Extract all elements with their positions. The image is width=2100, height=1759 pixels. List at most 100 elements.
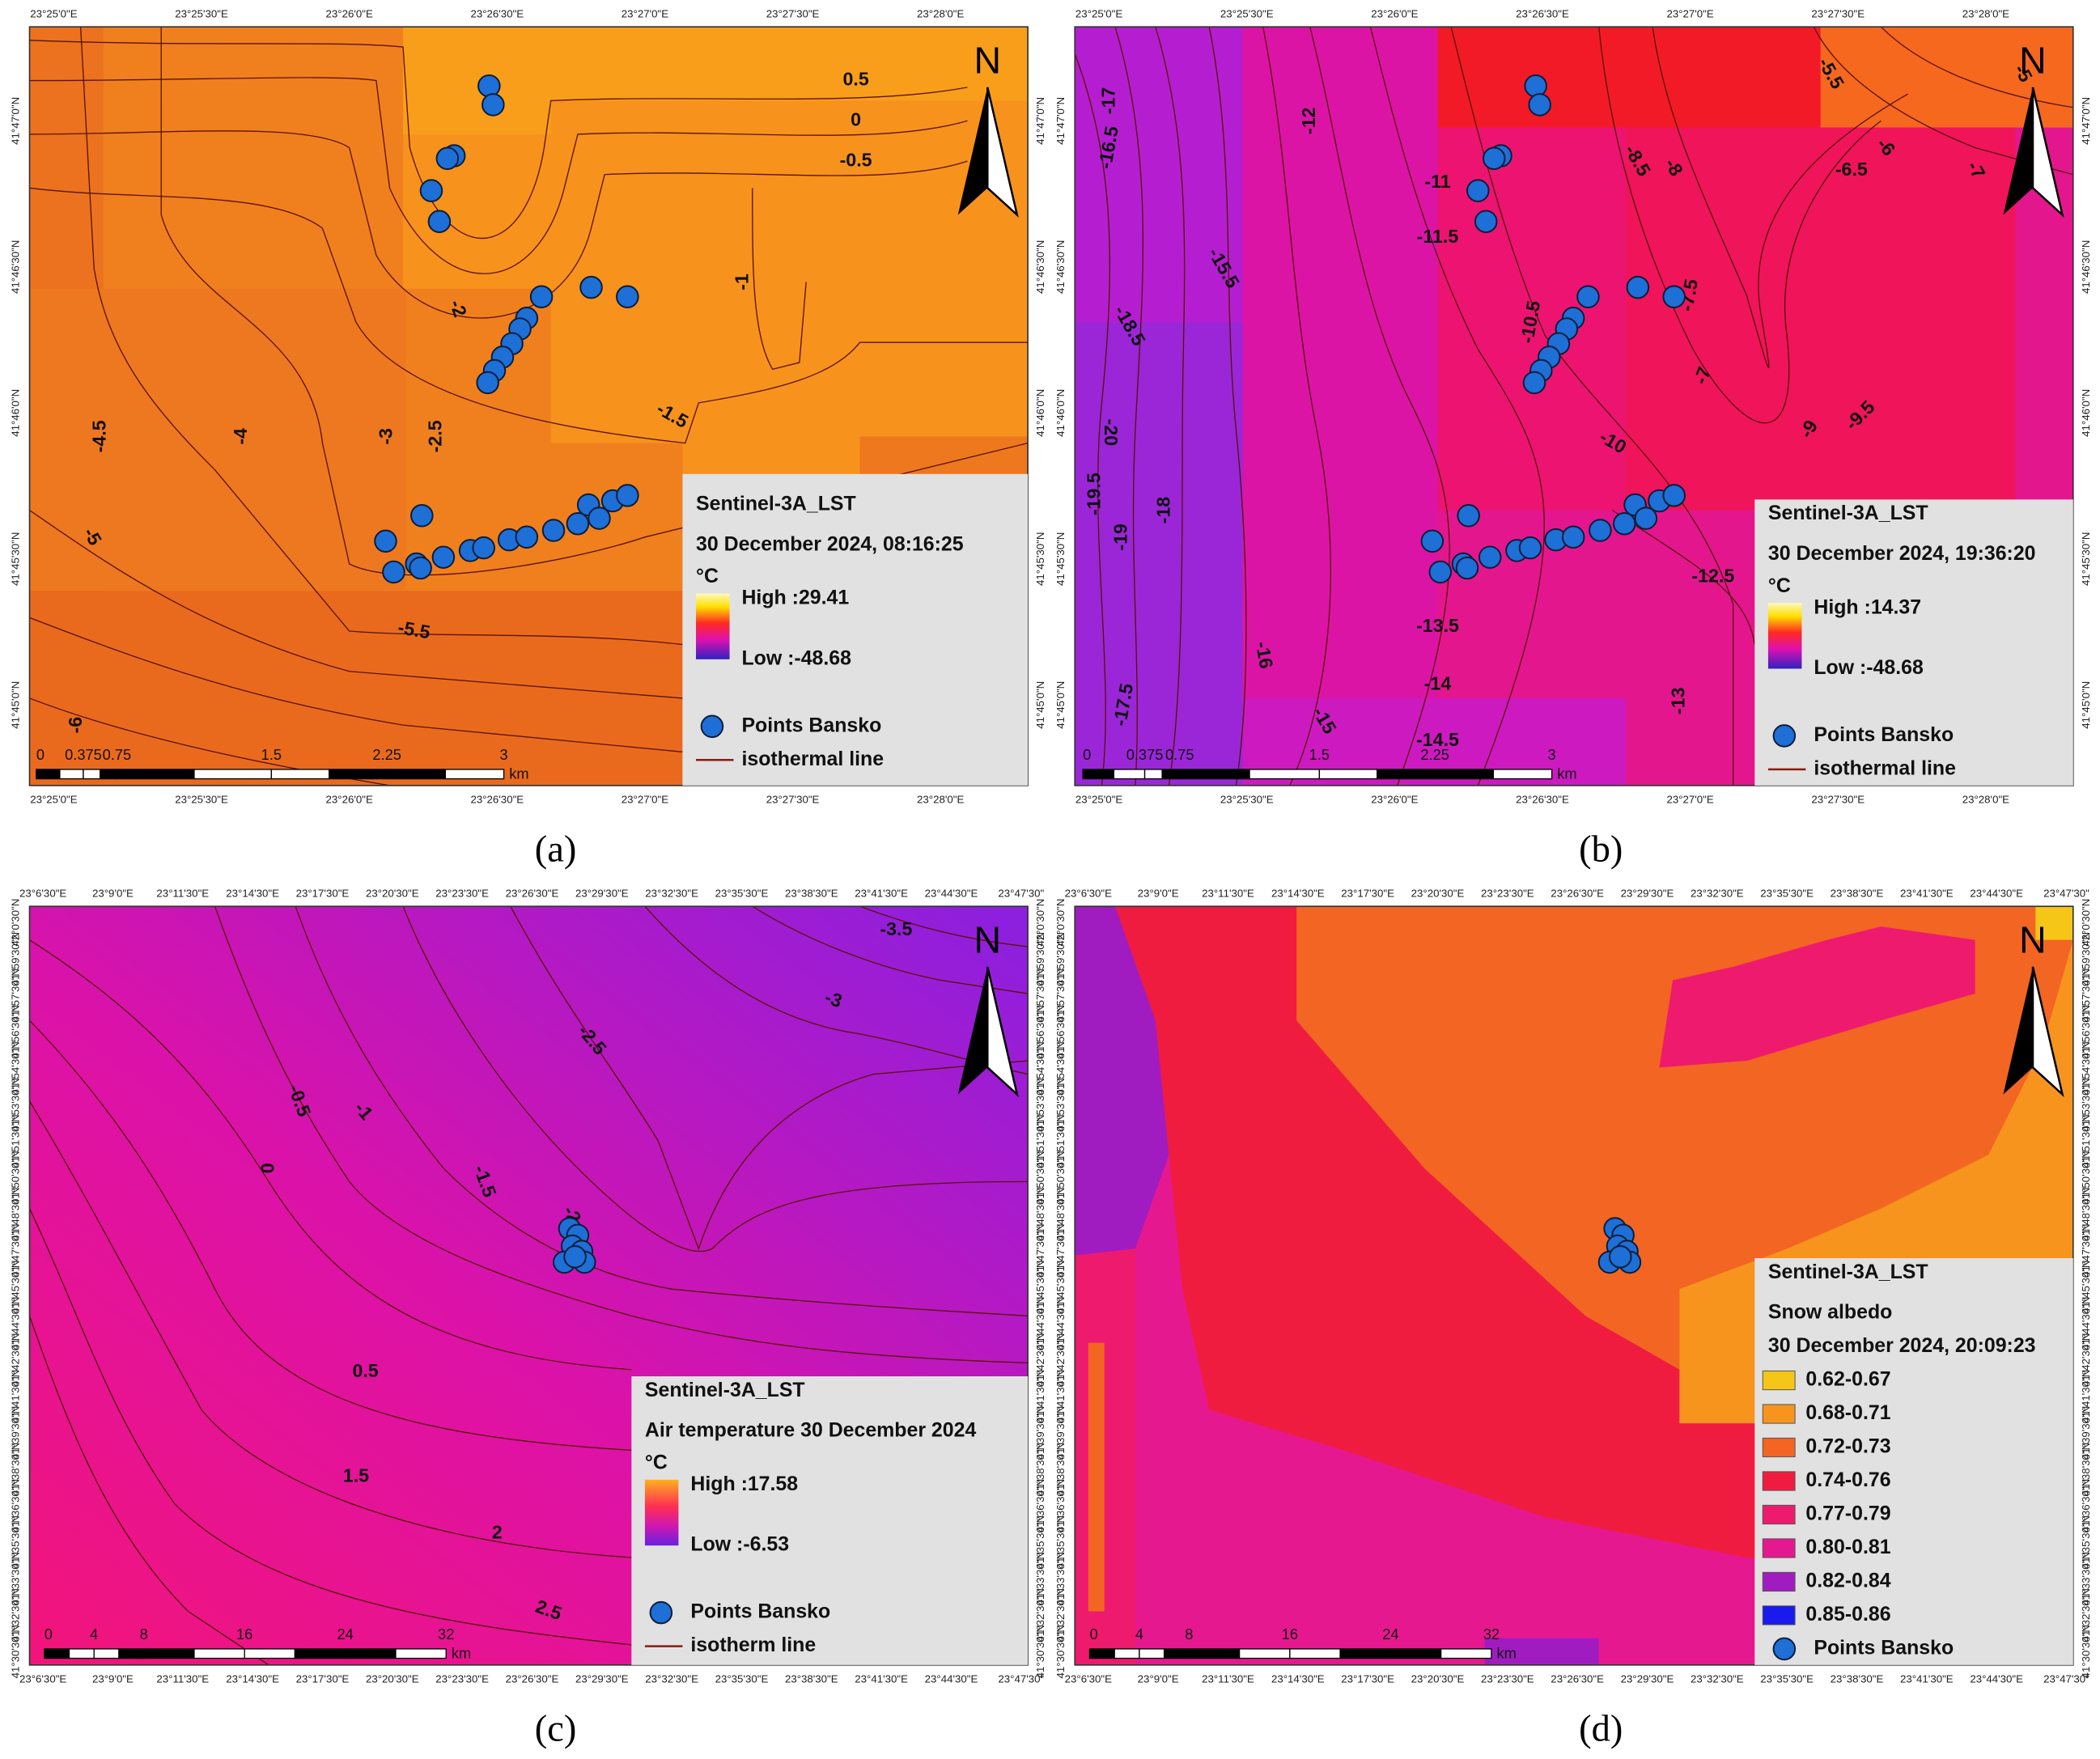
- lat-tick-label: 41°59'30"N: [1034, 932, 1046, 985]
- isotherm-line: [29, 510, 683, 699]
- lon-tick-label: 23°23'30"E: [1481, 1673, 1534, 1685]
- isotherm-line: [1450, 27, 1734, 786]
- map-raster: [1242, 27, 1438, 786]
- lat-tick-label: 41°41'30"N: [1034, 1370, 1046, 1423]
- point-bansko: [476, 371, 499, 395]
- lon-tick-label: 23°17'30"E: [296, 888, 350, 900]
- scale-segment: [44, 1648, 70, 1659]
- lon-tick-label: 23°27'30"E: [1811, 8, 1865, 20]
- legend-points-label: Points Bansko: [741, 714, 881, 736]
- scale-label: 0: [36, 746, 45, 763]
- legend-ramp: [1767, 603, 1802, 669]
- isotherm-line: [1208, 27, 1247, 786]
- lon-tick-label: 23°9'0"E: [1138, 888, 1179, 900]
- isotherm-line: [402, 906, 1029, 1252]
- lon-tick-label: 23°6'30"E: [1065, 888, 1112, 900]
- point-bansko: [588, 507, 611, 530]
- lat-tick-label: 41°36'30"N: [2080, 1479, 2092, 1532]
- lat-tick-label: 41°48'30"N: [1054, 1187, 1067, 1240]
- map-raster: [1625, 127, 2016, 511]
- lat-tick-label: 41°48'30"N: [9, 1187, 21, 1240]
- lon-tick-label: 23°23'30"E: [1481, 888, 1534, 900]
- lat-tick-label: 41°44'30"N: [2080, 1297, 2092, 1350]
- lon-tick-label: 23°17'30"E: [296, 1673, 350, 1685]
- lon-tick-label: 23°26'0"E: [326, 794, 373, 806]
- contour-label: 0.5: [352, 1360, 378, 1381]
- isotherm-lines: [29, 906, 1029, 1665]
- lon-tick-label: 23°27'30"E: [1811, 794, 1865, 806]
- legend-class-label: 0.82-0.84: [1805, 1570, 1890, 1592]
- point-bansko: [1482, 146, 1506, 171]
- isotherm-line: [1114, 27, 1144, 786]
- lon-tick-label: 23°29'30"E: [575, 1673, 629, 1685]
- lat-tick-label: 41°47'30"N: [2080, 1223, 2092, 1277]
- lon-tick-label: 23°25'30"E: [1220, 794, 1274, 806]
- point-bansko: [1466, 179, 1490, 202]
- point-bansko: [529, 285, 554, 309]
- contour-label: -19: [1109, 523, 1131, 551]
- north-arrow: [986, 966, 1019, 1098]
- lon-tick-label: 23°27'0"E: [1666, 8, 1713, 20]
- scale-label: 3: [500, 746, 508, 763]
- lon-tick-label: 23°25'30"E: [175, 794, 228, 806]
- legend-high: High :29.41: [741, 587, 849, 609]
- lat-tick-label: 41°56'30"N: [2080, 1005, 2092, 1058]
- lat-tick-label: 41°59'30"N: [1054, 932, 1067, 985]
- lon-tick-label: 23°35'30"E: [1760, 888, 1814, 900]
- isotherm-line: [1309, 27, 1450, 786]
- point-bansko: [579, 275, 603, 299]
- legend-swatch: [1762, 1471, 1796, 1491]
- lon-tick-label: 23°27'0"E: [622, 794, 668, 806]
- isotherm-line: [1652, 27, 1908, 369]
- isotherm-line: [214, 906, 1029, 1364]
- point-bansko: [419, 179, 443, 202]
- scale-segment: [1143, 769, 1163, 780]
- point-bansko: [427, 210, 452, 234]
- scale-label: 8: [1185, 1625, 1193, 1642]
- panel-caption: (a): [535, 829, 577, 870]
- lon-tick-label: 23°6'30"E: [1065, 1673, 1112, 1685]
- lon-tick-label: 23°32'30"E: [1691, 888, 1744, 900]
- scale-label: 16: [236, 1625, 252, 1642]
- scale-label: 0.375: [65, 746, 102, 763]
- map-area: [29, 27, 1029, 786]
- legend-box: [682, 473, 1029, 786]
- lat-tick-label: 41°35'30"N: [1054, 1515, 1067, 1569]
- legend-low: Low :-48.68: [741, 646, 851, 669]
- scale-segment: [59, 769, 84, 780]
- lon-tick-label: 23°35'30"E: [715, 888, 769, 900]
- legend-subtitle: 30 December 2024, 08:16:25: [696, 532, 964, 555]
- isotherm-line: [29, 1100, 632, 1558]
- isotherm-lines: [1075, 27, 2073, 786]
- contour-label: -14.5: [1416, 729, 1459, 750]
- lon-tick-label: 23°27'30"E: [766, 8, 820, 20]
- lat-tick-label: 41°44'30"N: [1054, 1297, 1067, 1350]
- scale-label: 1.5: [1309, 746, 1330, 763]
- legend-class-label: 0.72-0.73: [1805, 1435, 1890, 1458]
- point-bansko: [1522, 371, 1546, 395]
- north-arrow: [986, 87, 1019, 218]
- isotherm-line: [1813, 27, 2073, 176]
- legend-line-label: isothermal line: [741, 748, 884, 770]
- isotherm-line: [29, 77, 968, 274]
- map-raster: [1659, 926, 1975, 1068]
- lat-tick-label: 41°36'30"N: [1054, 1479, 1067, 1532]
- isotherm-line: [1880, 27, 2073, 108]
- lon-tick-label: 23°6'30"E: [19, 888, 66, 900]
- legend-point: [1772, 1637, 1797, 1661]
- point-bansko: [616, 285, 639, 309]
- scale-segment: [116, 769, 195, 780]
- map-raster: [1088, 1342, 1105, 1612]
- lon-tick-label: 23°44'30"E: [1970, 1673, 2023, 1685]
- contour-label: 0: [851, 109, 861, 130]
- lon-tick-label: 23°25'0"E: [1075, 8, 1122, 20]
- lat-tick-label: 41°39'30"N: [9, 1406, 21, 1460]
- lat-tick-label: 41°46'30"N: [9, 240, 21, 294]
- scale-segment: [1389, 1648, 1442, 1659]
- legend-title: Sentinel-3A_LST: [645, 1379, 805, 1401]
- contour-label: -18: [1153, 497, 1174, 524]
- lon-tick-label: 23°28'0"E: [1962, 8, 2009, 20]
- lat-tick-label: 41°32'30"N: [1034, 1588, 1046, 1642]
- lat-tick-label: 41°51'30"N: [1054, 1114, 1067, 1168]
- point-bansko: [1662, 285, 1686, 309]
